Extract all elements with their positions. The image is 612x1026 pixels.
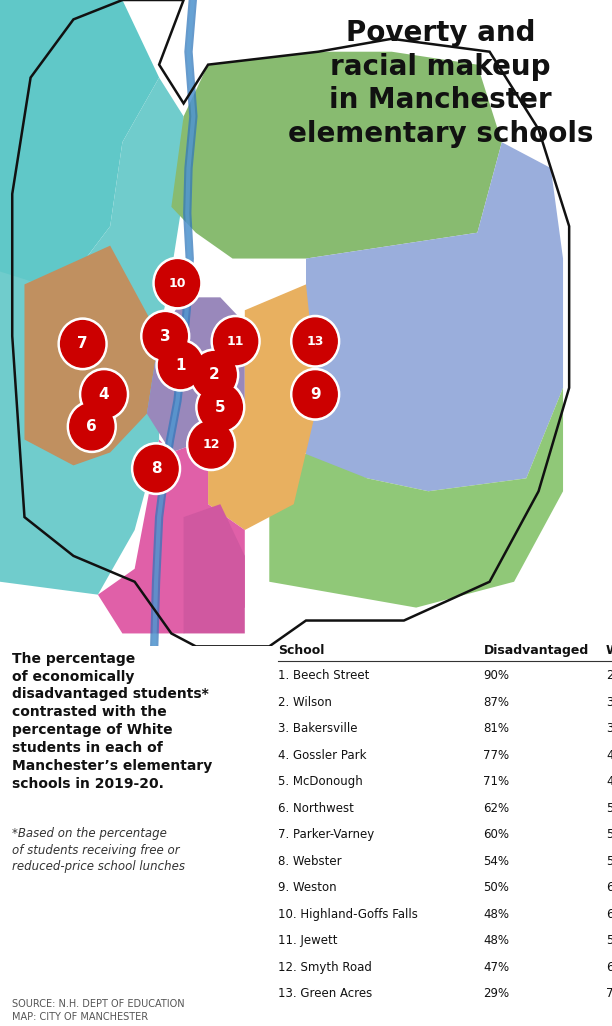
Circle shape xyxy=(187,419,236,471)
Text: 8. Webster: 8. Webster xyxy=(278,855,342,868)
Text: Poverty and
racial makeup
in Manchester
elementary schools: Poverty and racial makeup in Manchester … xyxy=(288,19,594,148)
Text: 1. Beech Street: 1. Beech Street xyxy=(278,669,370,682)
Text: 2: 2 xyxy=(209,367,220,383)
Text: The percentage
of economically
disadvantaged students*
contrasted with the
perce: The percentage of economically disadvant… xyxy=(12,652,212,791)
Text: 59%: 59% xyxy=(606,802,612,815)
Text: 9: 9 xyxy=(310,387,321,402)
Circle shape xyxy=(159,342,203,389)
Text: 64%: 64% xyxy=(606,961,612,974)
Circle shape xyxy=(211,315,260,367)
Circle shape xyxy=(70,403,114,449)
Polygon shape xyxy=(269,388,563,607)
Text: 90%: 90% xyxy=(483,669,509,682)
Text: 63%: 63% xyxy=(606,881,612,895)
Text: 13. Green Acres: 13. Green Acres xyxy=(278,987,373,1000)
Text: 71%: 71% xyxy=(483,776,510,788)
Circle shape xyxy=(134,445,178,491)
Text: *Based on the percentage
of students receiving free or
reduced-price school lunc: *Based on the percentage of students rec… xyxy=(12,827,185,873)
Text: 29%: 29% xyxy=(483,987,510,1000)
Text: 52%: 52% xyxy=(606,828,612,841)
Circle shape xyxy=(198,384,242,431)
Polygon shape xyxy=(0,78,184,595)
Text: 73%: 73% xyxy=(606,987,612,1000)
Text: SOURCE: N.H. DEPT OF EDUCATION
MAP: CITY OF MANCHESTER: SOURCE: N.H. DEPT OF EDUCATION MAP: CITY… xyxy=(12,998,185,1022)
Text: 6: 6 xyxy=(86,419,97,434)
Text: 1: 1 xyxy=(175,358,186,372)
Polygon shape xyxy=(98,439,245,633)
Text: 47%: 47% xyxy=(483,961,510,974)
Circle shape xyxy=(143,313,187,359)
Circle shape xyxy=(214,318,258,364)
Circle shape xyxy=(291,368,340,421)
Text: 65%: 65% xyxy=(606,908,612,921)
Text: 10. Highland-Goffs Falls: 10. Highland-Goffs Falls xyxy=(278,908,419,921)
Text: 13: 13 xyxy=(307,334,324,348)
Text: 11: 11 xyxy=(227,334,244,348)
Text: 29%: 29% xyxy=(606,669,612,682)
Text: School: School xyxy=(278,644,325,657)
Text: 49%: 49% xyxy=(606,776,612,788)
Text: 5: 5 xyxy=(215,400,226,415)
Text: 3: 3 xyxy=(160,328,171,344)
Text: 11. Jewett: 11. Jewett xyxy=(278,935,338,947)
Circle shape xyxy=(61,320,105,367)
Text: 60%: 60% xyxy=(483,828,509,841)
Text: 59%: 59% xyxy=(606,855,612,868)
Circle shape xyxy=(141,310,190,362)
Text: 42%: 42% xyxy=(606,749,612,761)
Circle shape xyxy=(293,371,337,418)
Circle shape xyxy=(132,443,181,495)
Text: 3. Bakersville: 3. Bakersville xyxy=(278,722,358,736)
Text: 4. Gossler Park: 4. Gossler Park xyxy=(278,749,367,761)
Circle shape xyxy=(67,401,116,452)
Text: Disadvantaged: Disadvantaged xyxy=(483,644,589,657)
Polygon shape xyxy=(208,284,318,530)
Text: 56%: 56% xyxy=(606,935,612,947)
Circle shape xyxy=(156,340,205,391)
Polygon shape xyxy=(24,245,159,466)
Text: 6. Northwest: 6. Northwest xyxy=(278,802,354,815)
Circle shape xyxy=(190,349,239,401)
Text: 12: 12 xyxy=(203,438,220,451)
Circle shape xyxy=(192,352,236,398)
Text: 48%: 48% xyxy=(483,935,509,947)
Circle shape xyxy=(80,368,129,421)
Text: 8: 8 xyxy=(151,461,162,476)
Text: 33%: 33% xyxy=(606,696,612,709)
Text: 10: 10 xyxy=(169,277,186,289)
Text: 87%: 87% xyxy=(483,696,509,709)
Polygon shape xyxy=(171,51,502,259)
Text: 12. Smyth Road: 12. Smyth Road xyxy=(278,961,372,974)
Circle shape xyxy=(291,315,340,367)
Polygon shape xyxy=(147,298,245,452)
Circle shape xyxy=(196,382,245,433)
Circle shape xyxy=(58,318,107,369)
Text: 62%: 62% xyxy=(483,802,510,815)
Text: White: White xyxy=(606,644,612,657)
Circle shape xyxy=(153,258,202,309)
Text: 7. Parker-Varney: 7. Parker-Varney xyxy=(278,828,375,841)
Text: 81%: 81% xyxy=(483,722,509,736)
Text: 50%: 50% xyxy=(483,881,509,895)
Polygon shape xyxy=(0,0,159,291)
Text: 5. McDonough: 5. McDonough xyxy=(278,776,363,788)
Text: 2. Wilson: 2. Wilson xyxy=(278,696,332,709)
Circle shape xyxy=(189,422,233,468)
Text: 54%: 54% xyxy=(483,855,509,868)
Text: 4: 4 xyxy=(99,387,110,402)
Circle shape xyxy=(293,318,337,364)
Text: 77%: 77% xyxy=(483,749,510,761)
Circle shape xyxy=(155,260,200,307)
Text: 7: 7 xyxy=(77,337,88,351)
Circle shape xyxy=(82,371,126,418)
Polygon shape xyxy=(306,143,563,491)
Polygon shape xyxy=(184,504,245,633)
Text: 48%: 48% xyxy=(483,908,509,921)
Text: 38%: 38% xyxy=(606,722,612,736)
Text: 9. Weston: 9. Weston xyxy=(278,881,337,895)
